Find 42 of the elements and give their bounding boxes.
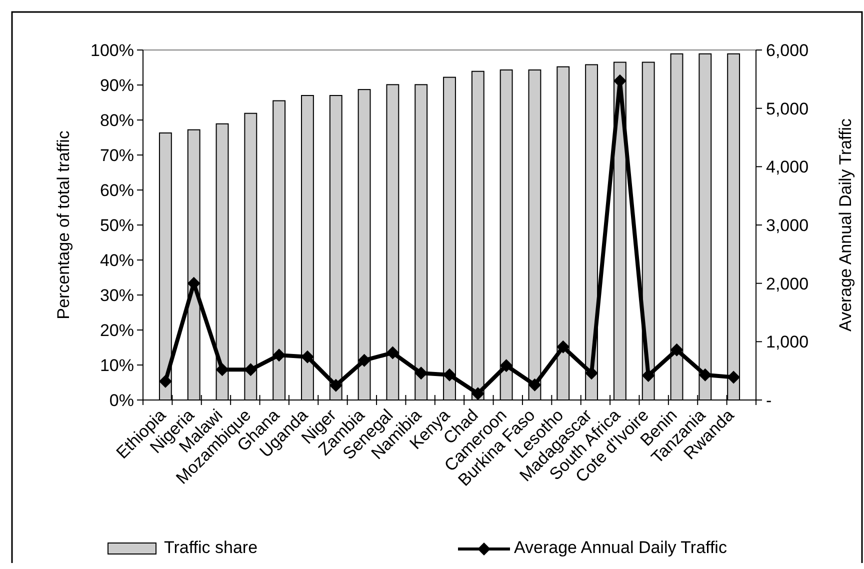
point <box>443 368 456 382</box>
y-tick-label: 50% <box>100 216 134 235</box>
point <box>500 359 513 372</box>
point <box>300 350 314 364</box>
y2-tick-label: 1,000 <box>766 332 809 352</box>
point <box>727 370 740 384</box>
point <box>670 343 684 356</box>
point <box>642 369 655 382</box>
point <box>272 348 286 362</box>
point <box>528 378 542 392</box>
y2-axis-title: Average Annual Daily Traffic <box>836 118 855 332</box>
point <box>216 363 229 376</box>
y2-tick-label: 5,000 <box>766 99 809 118</box>
y-axis-title: Percentage of total traffic <box>54 130 73 320</box>
y-tick-label: 30% <box>100 286 134 305</box>
y-tick-label: 10% <box>100 356 134 375</box>
point <box>585 366 598 380</box>
y-tick-label: 20% <box>100 320 134 340</box>
y-tick-label: 90% <box>100 76 134 95</box>
point <box>244 363 258 376</box>
y-tick-label: 0% <box>109 390 134 410</box>
point <box>414 366 428 380</box>
y-tick-label: 60% <box>100 180 134 200</box>
y2-tick-label: 3,000 <box>766 216 809 235</box>
y2-tick-label: 6,000 <box>766 40 809 60</box>
point <box>556 340 570 354</box>
y-tick-label: 80% <box>100 110 134 130</box>
point <box>358 354 371 367</box>
point <box>329 378 342 392</box>
point <box>613 74 626 88</box>
y-tick-label: 40% <box>100 250 134 270</box>
y2-tick-label: 4,000 <box>766 158 809 177</box>
point <box>471 387 484 400</box>
point <box>698 368 712 382</box>
y2-tick-label: 2,000 <box>766 274 809 294</box>
y-tick-label: 70% <box>100 146 134 165</box>
legend-label: Average Annual Daily Traffic <box>514 538 728 557</box>
y2-tick-label: - <box>766 390 772 410</box>
y-tick-label: 100% <box>90 40 134 60</box>
point <box>158 374 172 388</box>
point <box>386 346 400 360</box>
legend-label: Traffic share <box>164 538 258 557</box>
